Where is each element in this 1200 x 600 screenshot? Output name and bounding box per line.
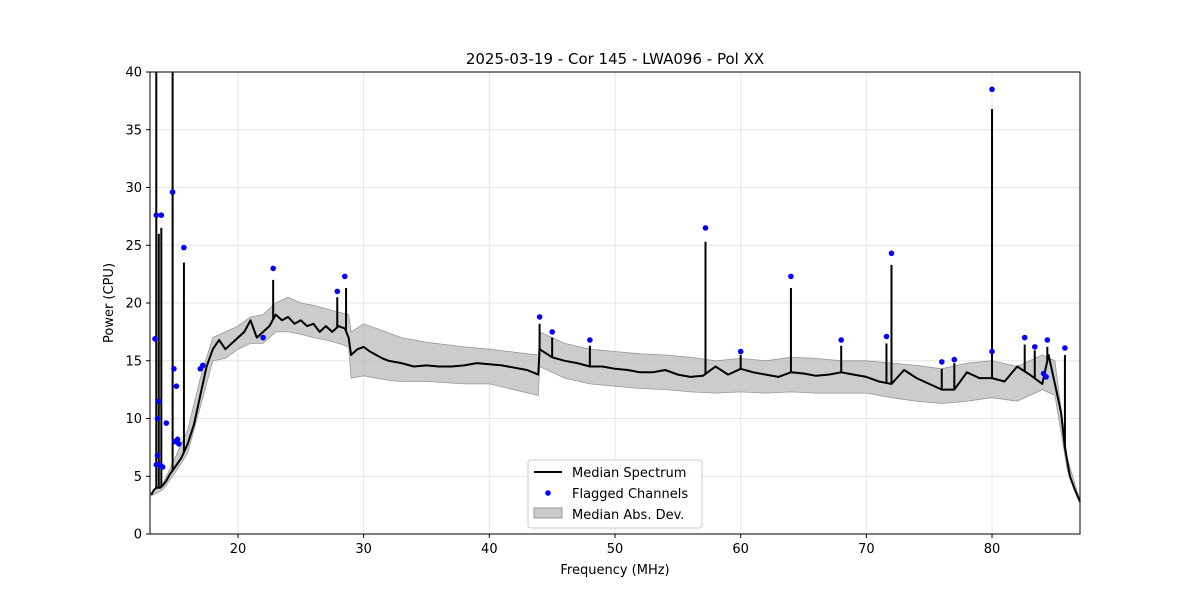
y-tick-label: 5 — [134, 470, 142, 485]
y-tick-label: 25 — [125, 239, 142, 254]
flagged-channel-point — [1062, 345, 1068, 351]
flagged-channel-point — [342, 273, 348, 280]
y-tick-label: 0 — [134, 528, 142, 543]
legend-flagged-label: Flagged Channels — [572, 487, 688, 502]
flagged-channel-point — [200, 362, 206, 369]
x-tick-label: 40 — [481, 542, 498, 557]
y-tick-label: 35 — [125, 123, 142, 138]
flagged-channel-point — [989, 348, 995, 355]
flagged-channel-point — [1021, 334, 1028, 341]
y-axis: 0 5 10 15 20 25 30 35 40 — [125, 66, 150, 543]
x-tick-label: 60 — [732, 542, 749, 557]
flagged-channel-point — [951, 356, 958, 363]
y-tick-label: 20 — [125, 297, 142, 312]
x-axis: 20 30 40 50 60 70 80 — [230, 534, 1001, 557]
flagged-channel-point — [334, 288, 341, 295]
x-tick-label: 20 — [230, 542, 247, 557]
flagged-channel-point — [702, 225, 709, 231]
x-tick-label: 30 — [355, 542, 372, 557]
median-spectrum-line — [150, 313, 1081, 503]
flagged-channel-point — [156, 398, 162, 405]
flagged-channel-point — [1044, 337, 1051, 343]
legend: Median Spectrum Flagged Channels Median … — [527, 459, 703, 529]
flagged-channel-point — [159, 464, 166, 470]
flagged-channel-point — [989, 86, 995, 93]
flagged-channel-point — [737, 348, 744, 355]
y-tick-label: 10 — [125, 412, 142, 427]
flagged-channel-point — [173, 383, 180, 390]
flagged-channel-point — [152, 336, 158, 342]
flagged-channel-point — [158, 212, 165, 218]
x-tick-label: 70 — [858, 542, 875, 557]
flagged-channel-point — [883, 333, 890, 340]
flagged-channel-point — [176, 441, 182, 447]
flagged-channel-point — [838, 337, 844, 343]
legend-box — [527, 459, 703, 529]
flagged-channels-layer — [152, 86, 1068, 470]
flagged-channel-point — [260, 334, 266, 341]
flagged-channel-point — [587, 337, 593, 343]
flagged-channel-point — [154, 415, 161, 422]
chart-title: 2025-03-19 - Cor 145 - LWA096 - Pol XX — [466, 50, 764, 68]
legend-mad-label: Median Abs. Dev. — [572, 508, 684, 523]
flagged-channel-point — [270, 265, 277, 272]
flagged-channel-point — [888, 250, 895, 257]
flagged-channel-point — [154, 452, 161, 459]
flagged-channel-point — [171, 366, 177, 372]
x-tick-label: 80 — [984, 542, 1001, 557]
flagged-channel-point — [153, 212, 160, 218]
x-tick-label: 50 — [607, 542, 624, 557]
flagged-channel-point — [174, 436, 181, 443]
legend-median-label: Median Spectrum — [572, 466, 686, 481]
x-axis-label: Frequency (MHz) — [560, 563, 669, 578]
flagged-channel-point — [1032, 344, 1038, 350]
legend-mad-swatch — [533, 507, 563, 519]
flagged-channel-point — [549, 329, 555, 335]
y-tick-label: 30 — [125, 181, 142, 196]
y-tick-label: 15 — [125, 354, 142, 369]
flagged-channel-point — [181, 244, 187, 251]
flagged-channel-point — [163, 420, 170, 426]
flagged-channel-point — [169, 189, 176, 195]
legend-flagged-swatch — [545, 490, 551, 496]
flagged-channel-point — [788, 273, 794, 280]
flagged-channel-point — [939, 359, 945, 365]
flagged-channel-point — [1043, 374, 1049, 380]
y-tick-label: 40 — [125, 66, 142, 81]
flagged-channel-point — [536, 314, 543, 320]
y-axis-label: Power (CPU) — [102, 263, 117, 343]
